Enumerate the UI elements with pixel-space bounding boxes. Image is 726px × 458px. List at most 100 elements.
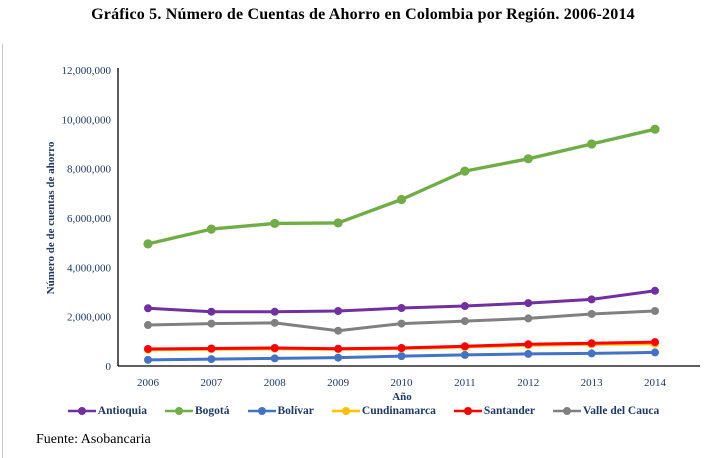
legend-item-santander: Santander: [453, 405, 535, 417]
table-cell-border: [2, 44, 3, 458]
legend-marker-icon: [453, 407, 482, 415]
chart-title: Gráfico 5. Número de Cuentas de Ahorro e…: [91, 6, 635, 23]
data-point: [524, 314, 533, 323]
data-point: [144, 304, 152, 313]
data-point: [460, 166, 470, 176]
x-axis-title: Año: [392, 391, 412, 403]
y-tick-label: 2,000,000: [67, 312, 112, 324]
data-point: [650, 124, 660, 134]
x-tick-label: 2008: [264, 377, 287, 389]
y-axis-tick-labels: 0 2,000,000 4,000,000 6,000,000 8,000,000 10,…: [62, 65, 112, 373]
data-point: [334, 306, 343, 315]
legend-label: Valle del Cauca: [582, 405, 660, 417]
data-point: [651, 338, 659, 347]
series-lines: [143, 124, 660, 364]
data-point: [334, 344, 343, 353]
source-note: Fuente: Asobancaria: [36, 432, 151, 447]
data-point: [207, 307, 216, 316]
data-point: [397, 343, 406, 352]
legend-dot: [562, 407, 571, 415]
data-point: [207, 319, 216, 328]
legend-dot: [257, 407, 266, 415]
line-chart: 0 2,000,000 4,000,000 6,000,000 8,000,000 10,…: [45, 65, 700, 403]
x-tick-label: 2010: [391, 377, 414, 389]
data-point: [144, 321, 152, 330]
legend-marker-icon: [331, 407, 360, 415]
legend-label: Santander: [483, 405, 535, 417]
legend-label: Antioquia: [97, 405, 147, 417]
legend-marker-icon: [165, 407, 193, 415]
x-tick-label: 2007: [200, 377, 223, 389]
data-point: [270, 307, 279, 316]
data-point: [397, 304, 406, 313]
legend-label: Cundinamarca: [361, 405, 436, 417]
data-point: [651, 286, 659, 295]
data-point: [460, 342, 469, 351]
data-point: [460, 317, 469, 326]
y-tick-label: 8,000,000: [67, 164, 112, 176]
data-point: [270, 318, 279, 327]
legend-label: Bogotá: [195, 405, 230, 417]
data-point: [270, 343, 279, 352]
legend-item-bolivar: Bolívar: [247, 405, 314, 417]
y-tick-label: 4,000,000: [67, 262, 112, 274]
legend-marker-icon: [67, 407, 96, 415]
data-point: [524, 349, 533, 358]
series-bolivar: [144, 348, 659, 364]
y-tick-label: 12,000,000: [62, 65, 112, 77]
legend-dot: [341, 407, 350, 415]
data-point: [587, 339, 596, 348]
data-point: [460, 350, 469, 359]
x-tick-label: 2014: [644, 377, 667, 389]
x-tick-label: 2011: [454, 377, 476, 389]
data-point: [206, 224, 216, 234]
y-tick-label: 6,000,000: [67, 213, 112, 225]
data-point: [144, 355, 152, 364]
series-valle-del-cauca: [144, 306, 659, 335]
data-point: [587, 349, 596, 358]
data-point: [397, 319, 406, 328]
series-line: [147, 127, 656, 246]
data-point: [587, 139, 597, 149]
y-tick-label: 0: [106, 361, 112, 373]
data-point: [334, 353, 343, 362]
axes: [117, 68, 700, 367]
data-point: [587, 309, 596, 318]
data-point: [270, 354, 279, 363]
x-tick-label: 2013: [581, 377, 604, 389]
x-axis-tick-labels: 2006 2007 2008 2009 2010 2011 2012 2013 2014: [137, 377, 667, 389]
data-point: [143, 239, 153, 249]
series-bogota: [143, 124, 660, 249]
series-santander: [144, 338, 659, 353]
legend-marker-icon: [552, 407, 581, 415]
data-point: [460, 302, 469, 311]
legend-dot: [175, 407, 183, 415]
data-point: [651, 306, 659, 315]
data-point: [651, 348, 659, 357]
series-antioquia: [144, 286, 659, 316]
legend-item-valle-del-cauca: Valle del Cauca: [552, 405, 659, 417]
legend: Antioquia Bogotá Bolívar Cundinamarca Santan…: [0, 405, 726, 417]
data-point: [523, 154, 533, 164]
data-point: [334, 326, 343, 335]
data-point: [144, 344, 152, 353]
legend-label: Bolívar: [277, 405, 314, 417]
data-point: [524, 299, 533, 308]
x-tick-label: 2012: [517, 377, 539, 389]
legend-dot: [463, 407, 472, 415]
data-point: [207, 355, 216, 364]
legend-marker-icon: [247, 407, 276, 415]
data-point: [397, 352, 406, 361]
data-point: [270, 218, 280, 229]
legend-item-antioquia: Antioquia: [67, 405, 147, 417]
data-point: [524, 340, 533, 349]
y-tick-label: 10,000,000: [62, 114, 112, 126]
data-point: [333, 218, 343, 228]
x-tick-label: 2006: [137, 377, 160, 389]
y-axis-title: Número de de cuentas de ahorro: [45, 141, 57, 294]
data-point: [396, 194, 407, 205]
data-point: [587, 295, 596, 304]
legend-item-cundinamarca: Cundinamarca: [331, 405, 436, 417]
legend-dot: [77, 407, 86, 415]
